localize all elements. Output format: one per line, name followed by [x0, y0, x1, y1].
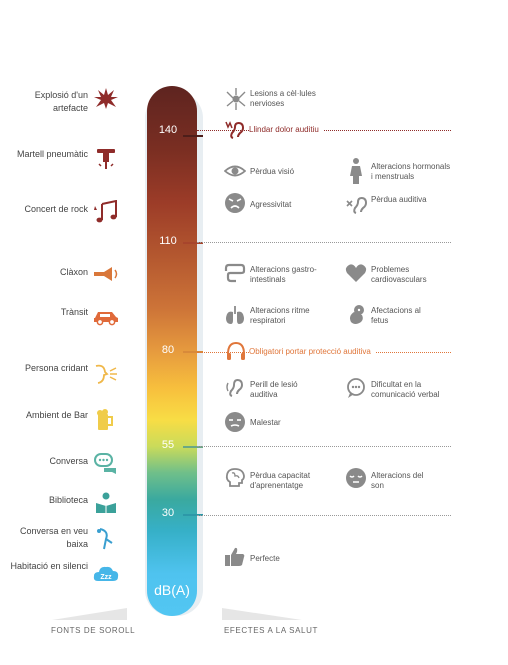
effect-label: Alteracions gastro-intestinals [250, 265, 317, 284]
effect-label: Pèrdua auditiva [371, 195, 427, 204]
source-label: Conversa [49, 456, 88, 466]
protection-threshold-label: Obligatori portar protecció auditiva [249, 347, 375, 356]
effect-label: Pèrdua visió [250, 167, 295, 176]
source-label: Biblioteca [48, 495, 88, 505]
speech-bubble-icon [345, 377, 367, 399]
tick-mark [183, 242, 203, 244]
ear-pain-icon [224, 118, 248, 142]
fetus-icon [345, 302, 369, 326]
effect-label: Problemes cardiovasculars [371, 265, 427, 284]
source-label: Ambient de Bar [25, 410, 88, 420]
shouting-icon [92, 362, 120, 386]
source-label: Martell pneumàtic [16, 149, 88, 159]
source-label: Persona cridant [24, 363, 88, 373]
footer-effects-heading: EFECTES A LA SALUT [224, 626, 318, 635]
intestine-icon [224, 262, 246, 284]
tick-mark [183, 351, 203, 353]
scale-unit: dB(A) [154, 582, 190, 598]
heart-icon [345, 262, 367, 284]
effect-label: Perill de lesió auditiva [250, 380, 298, 399]
whisper-icon [92, 527, 120, 551]
music-notes-icon [92, 199, 120, 224]
jackhammer-icon [92, 146, 120, 170]
source-label: Explosió d'un artefacte [34, 90, 88, 113]
source-label: Habitació en silenci [10, 561, 88, 571]
effect-label: Alteracions hormonals i menstruals [371, 162, 451, 181]
tick-label-55: 55 [161, 439, 175, 451]
tick-label-30: 30 [161, 507, 175, 519]
headphones-icon [225, 340, 247, 362]
angry-face-icon [224, 192, 246, 214]
tick-label-80: 80 [161, 344, 175, 356]
level-line-30 [197, 515, 451, 516]
effect-label: Malestar [250, 418, 281, 427]
eye-icon [223, 160, 247, 182]
sleepy-face-icon [345, 467, 367, 489]
tick-label-140: 140 [158, 124, 178, 136]
effect-label: Alteracions del son [371, 471, 424, 490]
svg-text:Zzz: Zzz [100, 574, 112, 581]
level-line-110 [197, 242, 451, 243]
explosion-icon [92, 86, 120, 110]
reader-icon [92, 491, 120, 515]
footer-sources-heading: FONTS DE SOROLL [51, 626, 136, 635]
effect-label: Alteracions ritme respiratori [250, 306, 310, 325]
effect-label: Afectacions al fetus [371, 306, 421, 325]
thumbs-up-icon [224, 545, 246, 567]
source-label: Clàxon [59, 267, 88, 277]
effect-label: Agressivitat [250, 200, 292, 209]
ear-cross-icon [345, 192, 369, 216]
lungs-icon [224, 304, 246, 326]
pain-threshold-line [197, 130, 451, 131]
effect-label: Dificultat en la comunicació verbal [371, 380, 440, 399]
source-label: Trànsit [60, 307, 88, 317]
horn-icon [92, 262, 120, 286]
brain-icon [224, 466, 248, 490]
tick-mark [183, 514, 203, 516]
woman-icon [345, 157, 367, 185]
footer-shadow-right [222, 608, 302, 620]
ear-icon [224, 376, 246, 398]
beer-icon [92, 408, 120, 432]
source-label: Conversa en veu baixa [19, 526, 88, 549]
tick-mark [183, 135, 203, 137]
unwell-face-icon [224, 411, 246, 433]
sleep-icon: Zzz [92, 561, 120, 585]
nerve-cell-icon [224, 86, 248, 112]
footer-shadow-left [52, 608, 127, 620]
level-line-55 [197, 446, 451, 447]
effect-label: Perfecte [250, 554, 280, 563]
effect-label: Lesions a cèl·lules nervioses [250, 89, 316, 108]
effect-label: Pèrdua capacitat d'aprenentatge [250, 471, 311, 490]
chat-bubbles-icon [92, 452, 120, 476]
car-icon [92, 304, 120, 328]
tick-mark [183, 446, 203, 448]
pain-threshold-label: Llindar dolor auditiu [249, 125, 323, 134]
source-label: Concert de rock [24, 204, 88, 214]
tick-label-110: 110 [159, 235, 177, 247]
